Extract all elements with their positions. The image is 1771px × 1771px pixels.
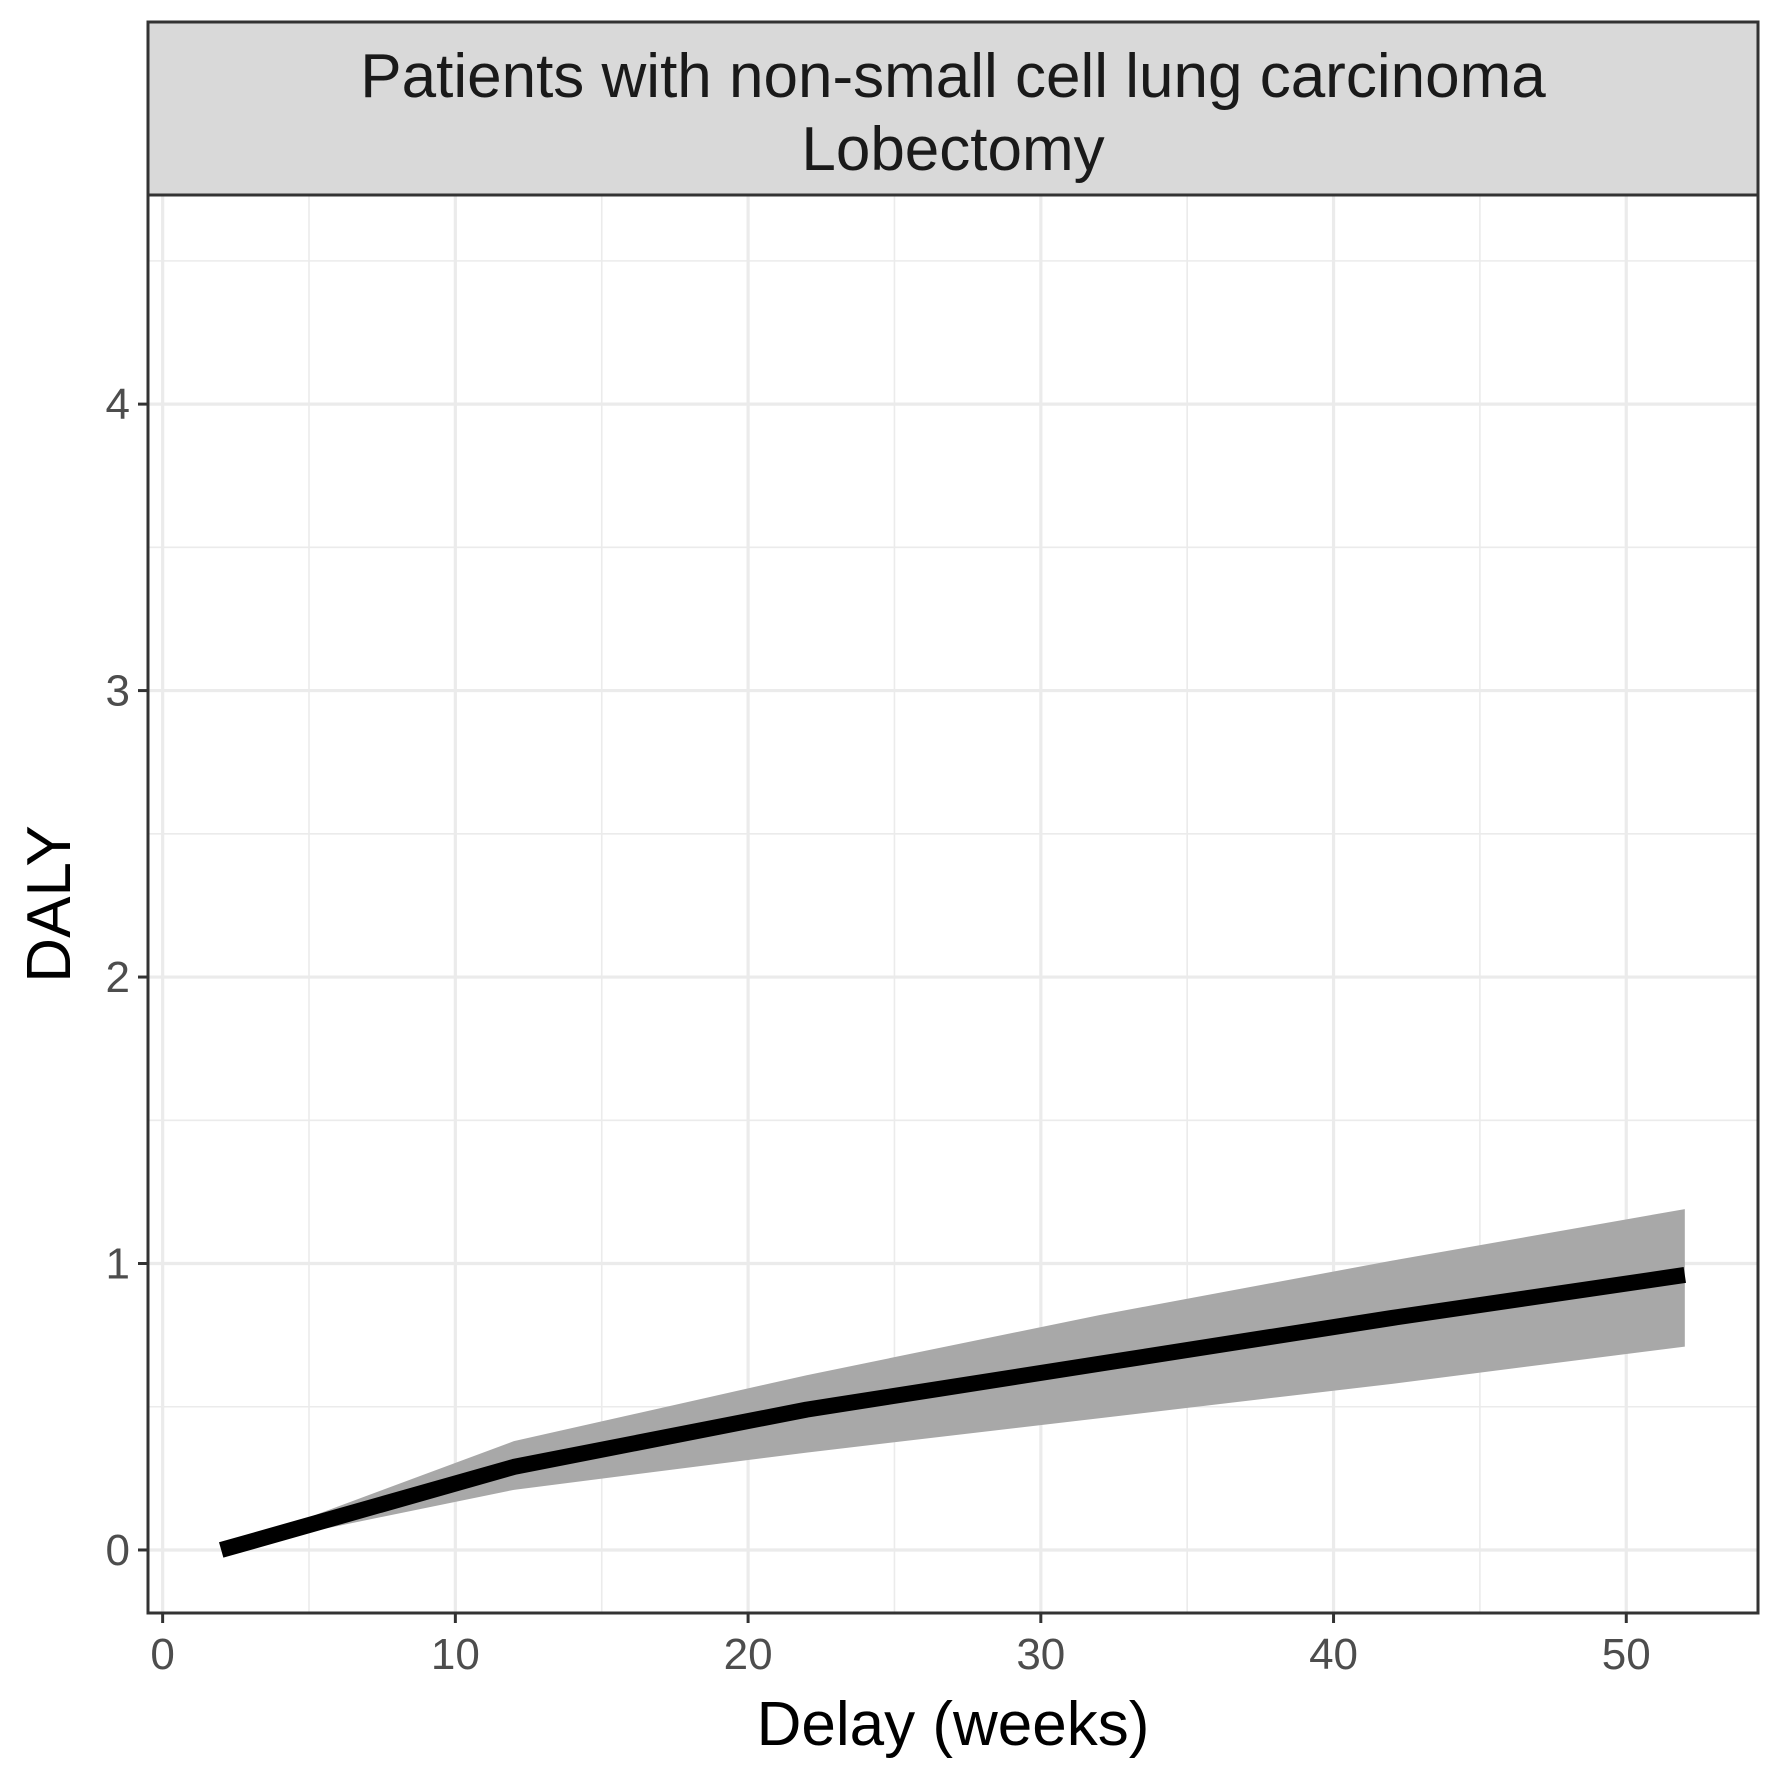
x-tick-label: 10 bbox=[431, 1630, 480, 1679]
x-axis: 0 10 20 30 40 50 bbox=[150, 1613, 1651, 1679]
y-tick-label: 1 bbox=[106, 1240, 130, 1289]
series-line-layer bbox=[218, 1267, 1686, 1558]
y-tick-label: 4 bbox=[106, 380, 130, 429]
x-tick-label: 30 bbox=[1016, 1630, 1065, 1679]
major-grid bbox=[148, 195, 1758, 1613]
y-axis-title: DALY bbox=[15, 825, 84, 982]
y-tick-label: 2 bbox=[106, 953, 130, 1002]
x-tick-label: 50 bbox=[1602, 1630, 1651, 1679]
y-axis: 0 1 2 3 4 bbox=[106, 380, 148, 1575]
x-axis-title: Delay (weeks) bbox=[757, 1690, 1150, 1759]
y-tick-label: 0 bbox=[106, 1526, 130, 1575]
series-line bbox=[218, 1267, 1686, 1558]
x-tick-label: 20 bbox=[724, 1630, 773, 1679]
facet-strip-background bbox=[146, 20, 1760, 197]
facet-subtitle: Lobectomy bbox=[801, 115, 1104, 184]
facet-strip: Patients with non-small cell lung carcin… bbox=[146, 20, 1760, 197]
plot-border bbox=[146, 193, 1760, 1615]
y-tick-label: 3 bbox=[106, 667, 130, 716]
facet-title: Patients with non-small cell lung carcin… bbox=[360, 42, 1546, 111]
x-tick-label: 0 bbox=[150, 1630, 174, 1679]
x-tick-label: 40 bbox=[1309, 1630, 1358, 1679]
